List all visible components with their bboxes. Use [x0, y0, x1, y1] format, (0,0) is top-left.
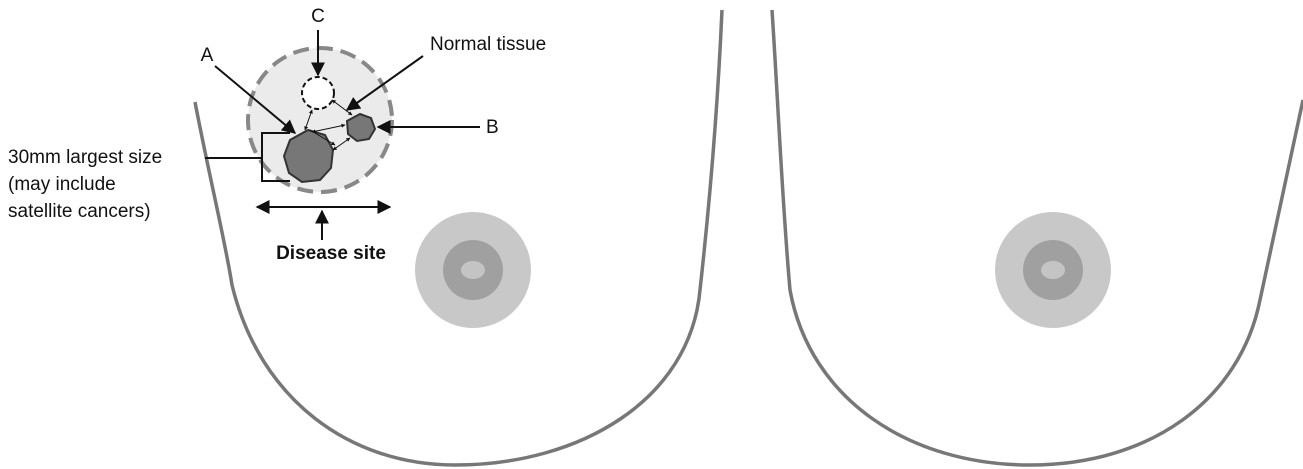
- label-c: C: [311, 6, 325, 27]
- label-b: B: [486, 117, 499, 138]
- size-label: (may include: [8, 174, 116, 195]
- right-areola: [995, 212, 1111, 328]
- tumor-b: [345, 112, 377, 143]
- removed-lesion-c: [301, 76, 335, 110]
- label-a: A: [201, 45, 214, 66]
- distance-arrows: [304, 99, 353, 151]
- label-normal-tissue: Normal tissue: [430, 34, 546, 55]
- right-breast-outline: [770, 9, 1303, 467]
- disease-site-label: Disease site: [276, 243, 386, 264]
- tumor-a: [282, 128, 335, 184]
- size-label: 30mm largest size: [8, 147, 162, 168]
- left-breast-outline: [193, 9, 724, 467]
- pointer-arrows: [205, 30, 480, 240]
- size-label: satellite cancers): [8, 201, 151, 222]
- left-areola: [415, 212, 531, 328]
